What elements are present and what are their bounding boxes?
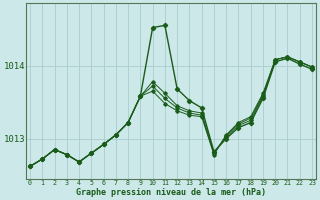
X-axis label: Graphe pression niveau de la mer (hPa): Graphe pression niveau de la mer (hPa): [76, 188, 266, 197]
